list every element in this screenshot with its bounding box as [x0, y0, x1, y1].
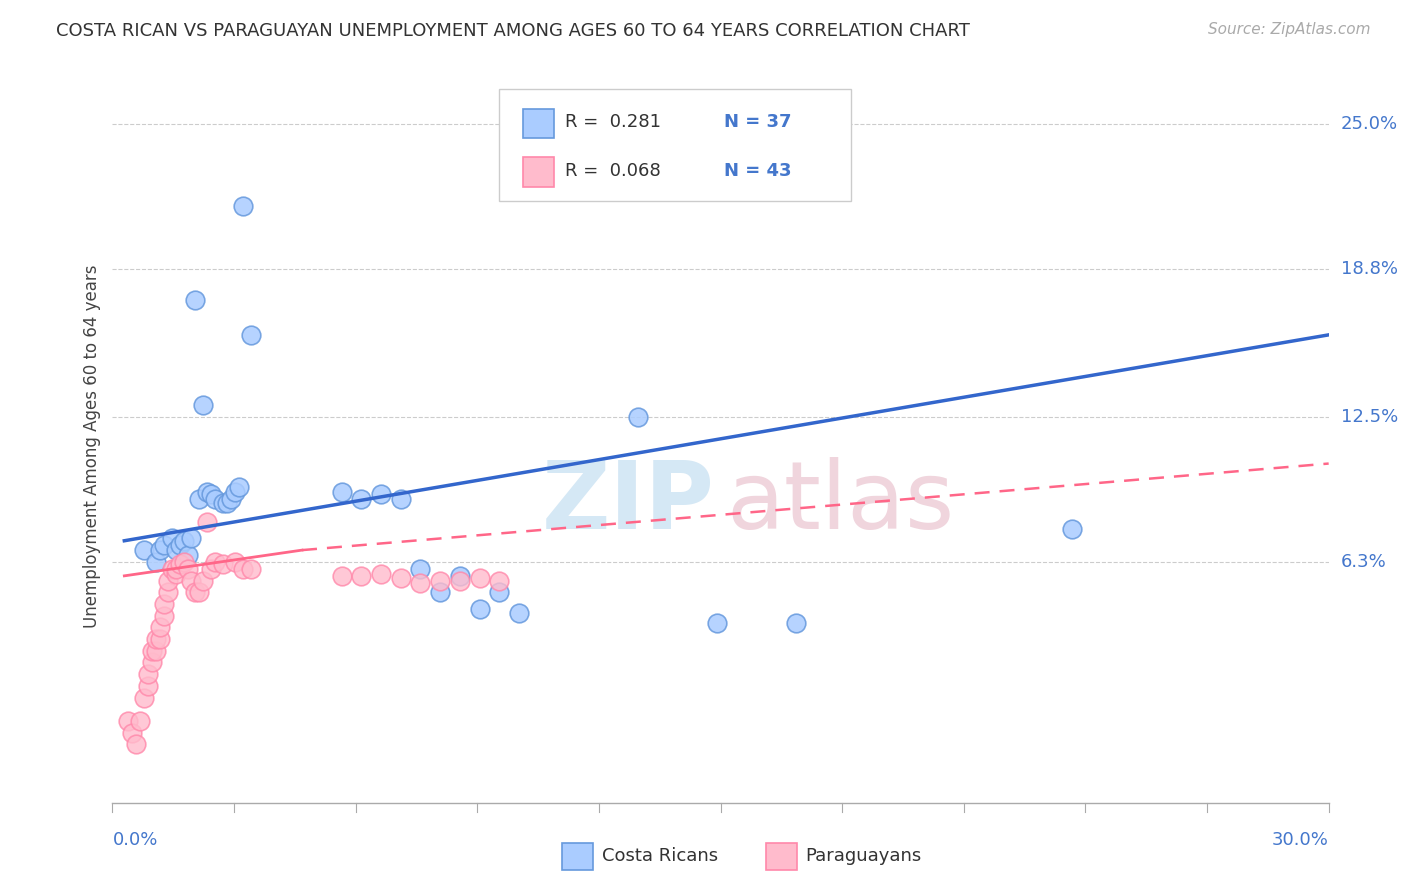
Point [200, 487, 222, 501]
Point [160, 562, 183, 576]
Point [370, 487, 392, 501]
Point [389, 571, 412, 585]
Text: Costa Ricans: Costa Ricans [602, 847, 718, 865]
Point [132, 543, 155, 558]
Point [153, 597, 176, 611]
Text: ZIP: ZIP [541, 457, 714, 549]
Point [180, 574, 202, 588]
Point [117, 714, 139, 728]
Point [173, 555, 195, 569]
Point [204, 491, 226, 506]
Point [169, 557, 191, 571]
Point [215, 496, 238, 510]
Point [156, 585, 179, 599]
Point [232, 562, 254, 576]
Point [239, 327, 262, 342]
Point [193, 574, 215, 588]
Point [195, 515, 218, 529]
Text: R =  0.068: R = 0.068 [565, 161, 661, 179]
Point [145, 644, 167, 658]
Point [141, 644, 163, 658]
Text: atlas: atlas [727, 457, 955, 549]
Point [706, 615, 728, 630]
Point [165, 543, 187, 558]
Point [145, 632, 167, 646]
Point [176, 548, 198, 562]
Point [165, 566, 187, 581]
Point [232, 199, 254, 213]
Point [508, 607, 530, 621]
Point [200, 562, 222, 576]
Point [409, 562, 432, 576]
Text: 18.8%: 18.8% [1341, 260, 1398, 278]
Point [1060, 522, 1083, 536]
Text: N = 37: N = 37 [724, 113, 792, 131]
Text: 30.0%: 30.0% [1272, 830, 1329, 849]
Point [153, 538, 176, 552]
Point [188, 491, 211, 506]
Point [239, 562, 262, 576]
Point [370, 566, 392, 581]
Point [141, 656, 163, 670]
Point [204, 555, 226, 569]
Point [149, 632, 172, 646]
Point [330, 484, 353, 499]
Text: 12.5%: 12.5% [1341, 408, 1398, 425]
Point [219, 491, 242, 506]
Point [125, 737, 148, 751]
Point [785, 615, 807, 630]
Point [228, 480, 250, 494]
Point [184, 585, 207, 599]
Point [468, 571, 491, 585]
Point [350, 569, 373, 583]
Point [627, 409, 650, 424]
Point [488, 585, 510, 599]
Text: COSTA RICAN VS PARAGUAYAN UNEMPLOYMENT AMONG AGES 60 TO 64 YEARS CORRELATION CHA: COSTA RICAN VS PARAGUAYAN UNEMPLOYMENT A… [56, 22, 970, 40]
Point [149, 543, 172, 558]
Point [149, 620, 172, 634]
Point [156, 574, 179, 588]
Point [176, 562, 198, 576]
Point [173, 533, 195, 548]
Point [193, 398, 215, 412]
Point [160, 532, 183, 546]
Text: 6.3%: 6.3% [1341, 553, 1386, 571]
Point [145, 555, 167, 569]
Point [449, 569, 471, 583]
Point [169, 538, 191, 552]
Point [212, 557, 235, 571]
Point [129, 714, 152, 728]
Text: R =  0.281: R = 0.281 [565, 113, 661, 131]
Y-axis label: Unemployment Among Ages 60 to 64 years: Unemployment Among Ages 60 to 64 years [83, 264, 101, 628]
Point [153, 608, 176, 623]
Point [488, 574, 510, 588]
Point [136, 667, 159, 681]
Point [184, 293, 207, 307]
Point [180, 532, 202, 546]
Text: Source: ZipAtlas.com: Source: ZipAtlas.com [1208, 22, 1371, 37]
Text: N = 43: N = 43 [724, 161, 792, 179]
Point [165, 562, 187, 576]
Point [389, 491, 412, 506]
Point [429, 574, 451, 588]
Point [350, 491, 373, 506]
Point [188, 585, 211, 599]
Point [195, 484, 218, 499]
Point [429, 585, 451, 599]
Point [330, 569, 353, 583]
Point [449, 574, 471, 588]
Text: 0.0%: 0.0% [112, 830, 157, 849]
Point [121, 725, 143, 739]
Point [212, 496, 235, 510]
Point [409, 575, 432, 590]
Point [132, 690, 155, 705]
Point [136, 679, 159, 693]
Point [468, 601, 491, 615]
Text: 25.0%: 25.0% [1341, 115, 1398, 133]
Text: Paraguayans: Paraguayans [806, 847, 922, 865]
Point [224, 555, 246, 569]
Point [224, 484, 246, 499]
